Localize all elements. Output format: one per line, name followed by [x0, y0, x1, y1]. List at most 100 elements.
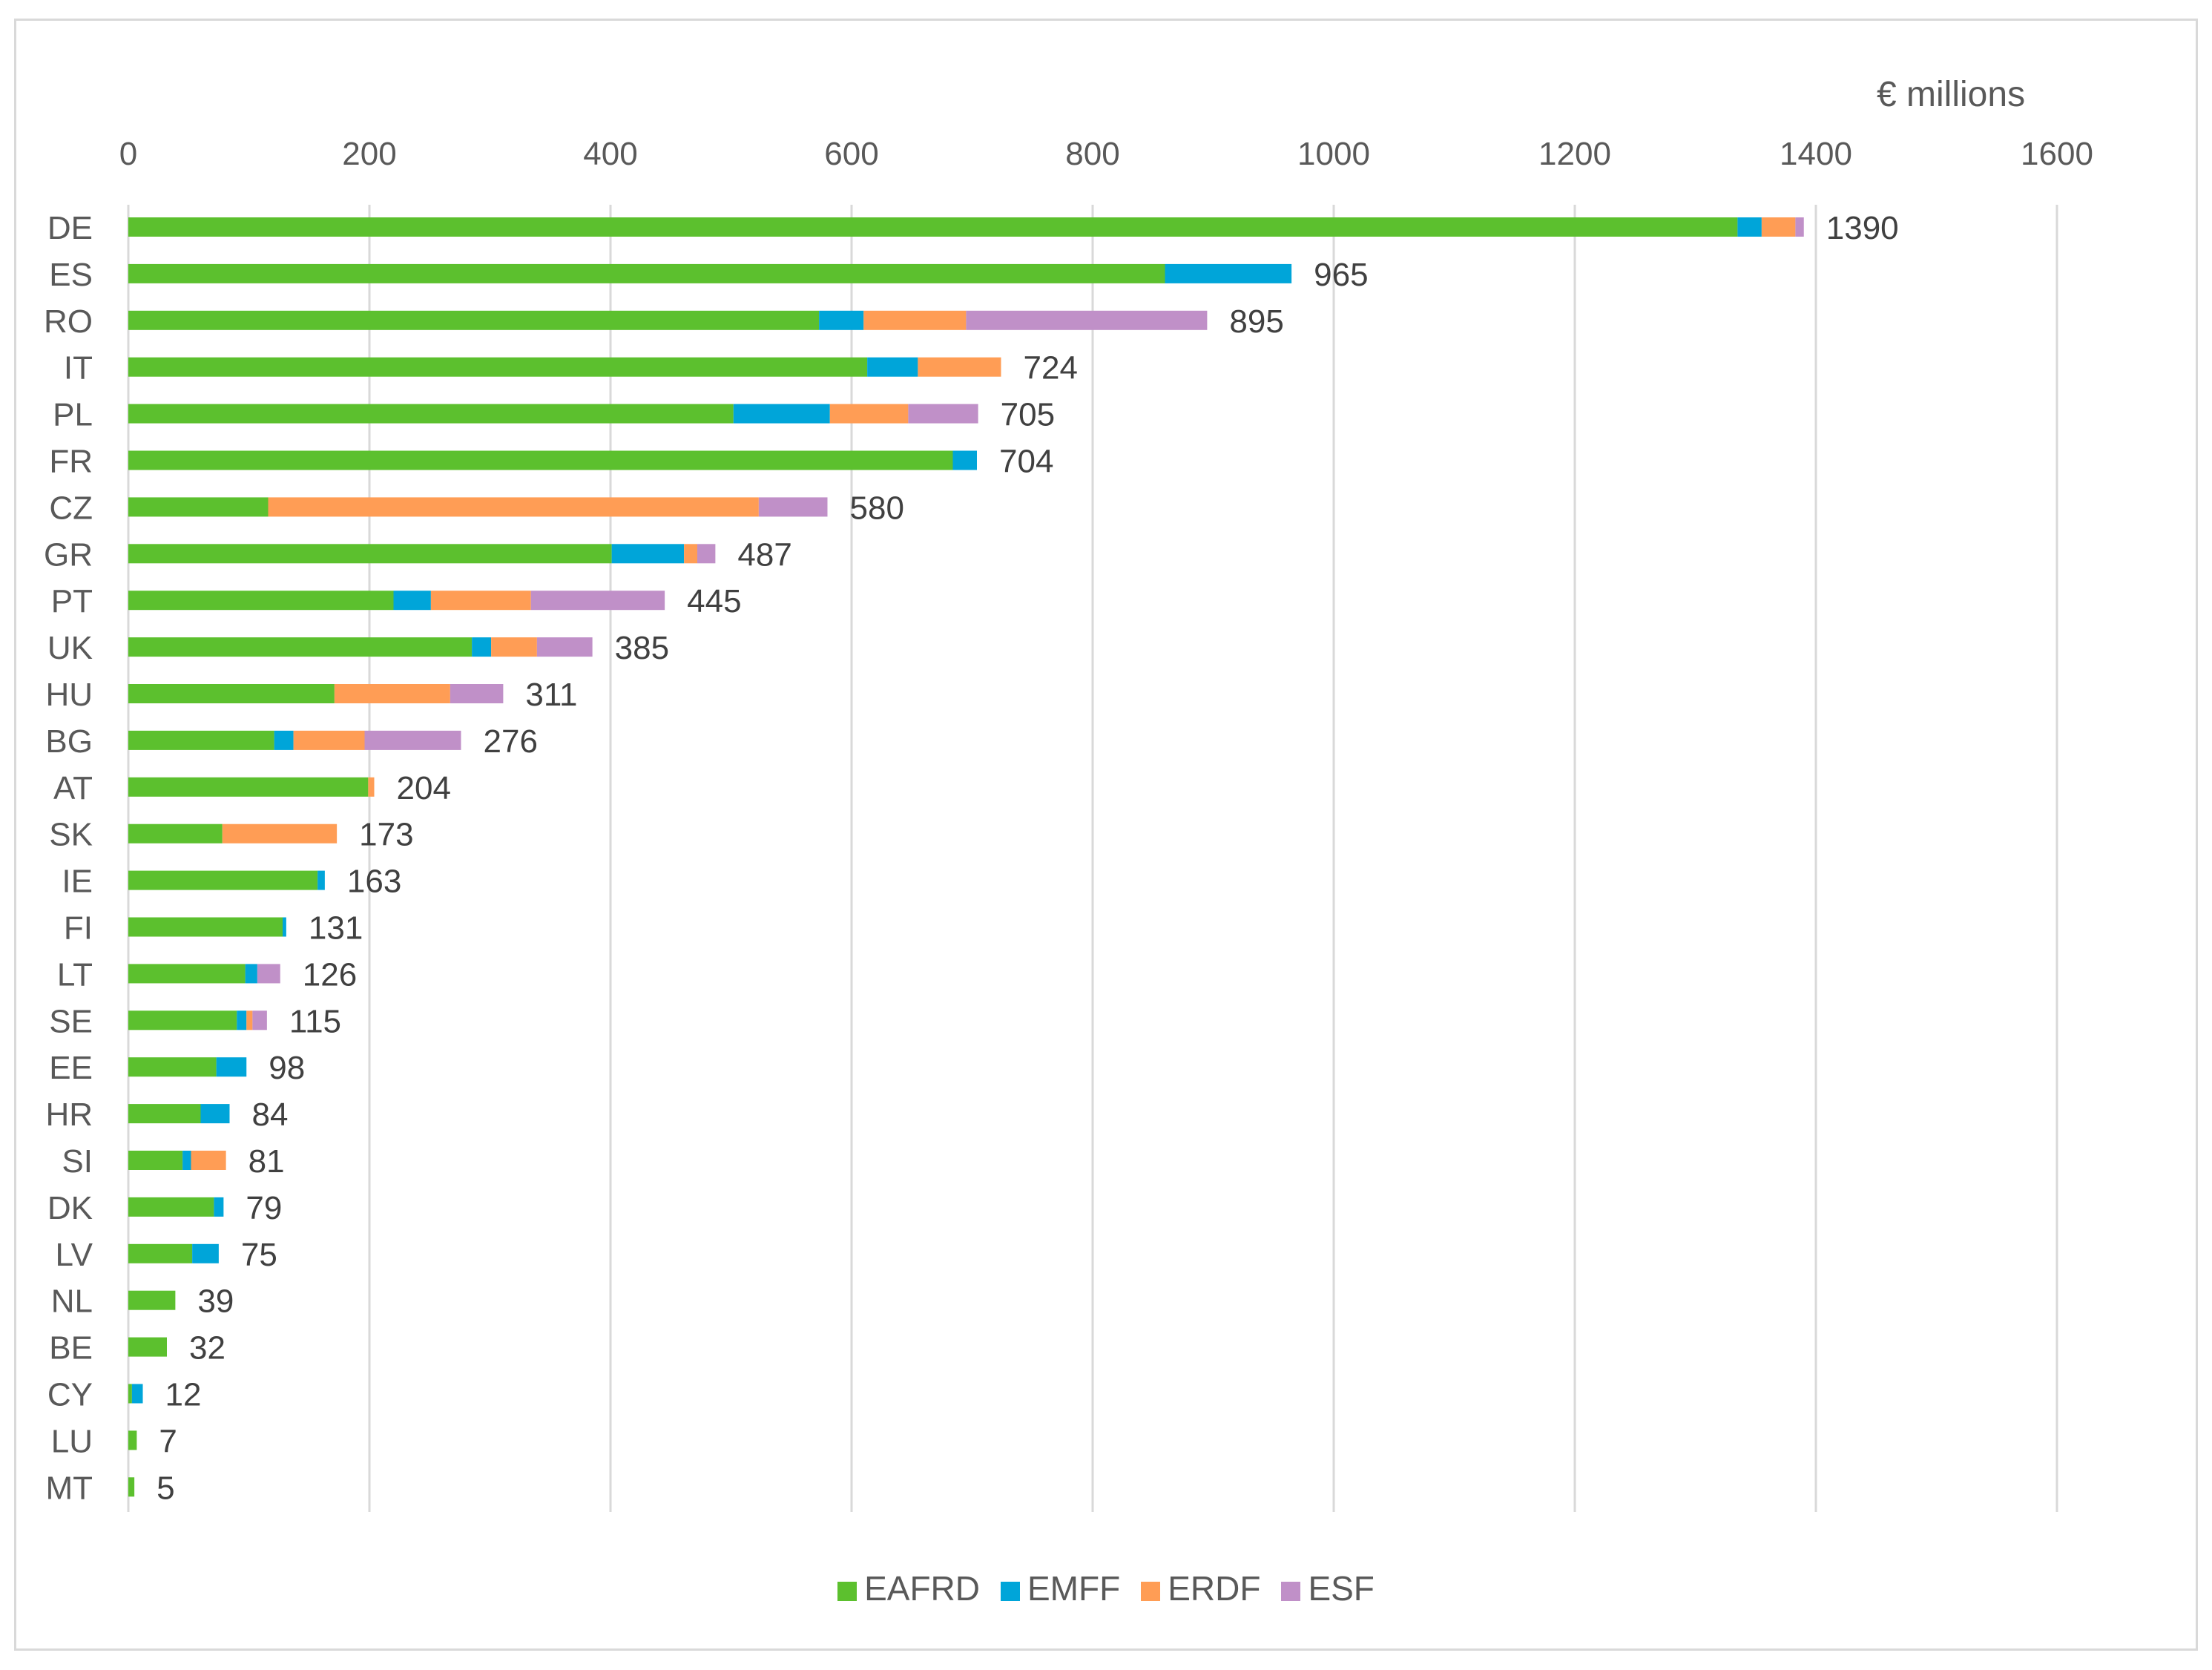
x-tick-label: 600	[824, 136, 878, 172]
bar-emff-si	[182, 1151, 191, 1170]
legend-label: EAFRD	[864, 1569, 980, 1608]
bar-eafrd-lv	[128, 1243, 193, 1263]
category-label: PT	[51, 583, 93, 619]
total-label: 704	[999, 444, 1053, 480]
total-label: 487	[737, 536, 791, 573]
total-label: 32	[189, 1330, 226, 1367]
total-label: 98	[269, 1050, 305, 1086]
bar-eafrd-es	[128, 263, 1165, 283]
bar-emff-ee	[216, 1057, 247, 1077]
category-label: HR	[45, 1097, 93, 1133]
total-label: 173	[359, 817, 413, 853]
category-label: CY	[47, 1377, 93, 1413]
bar-eafrd-bg	[128, 730, 274, 750]
bar-emff-dk	[214, 1197, 224, 1217]
bar-erdf-bg	[293, 730, 365, 750]
bar-eafrd-lt	[128, 964, 246, 984]
legend-swatch	[1281, 1582, 1301, 1601]
bar-erdf-it	[918, 357, 1001, 377]
bar-eafrd-fr	[128, 450, 953, 470]
x-tick-label: 0	[119, 136, 137, 172]
bar-emff-pl	[733, 404, 830, 424]
total-label: 5	[157, 1470, 174, 1506]
legend-swatch	[1001, 1582, 1020, 1601]
bar-esf-gr	[697, 544, 716, 564]
bar-esf-uk	[536, 637, 593, 657]
x-tick-label: 200	[342, 136, 396, 172]
total-label: 895	[1229, 303, 1283, 340]
legend-swatch	[837, 1582, 858, 1601]
total-label: 276	[484, 723, 538, 760]
category-label: AT	[53, 770, 93, 806]
bar-eafrd-at	[128, 777, 369, 797]
category-label: UK	[47, 630, 93, 666]
category-label: IT	[64, 350, 93, 387]
bar-esf-pl	[908, 404, 978, 424]
legend-label: EMFF	[1027, 1569, 1121, 1608]
bar-esf-se	[252, 1010, 267, 1030]
category-label: DK	[47, 1190, 93, 1226]
bar-emff-cy	[131, 1384, 143, 1404]
category-label: LT	[57, 956, 93, 993]
total-label: 204	[397, 770, 451, 806]
bar-emff-pt	[393, 591, 431, 611]
category-label: EE	[49, 1050, 93, 1086]
bar-eafrd-sk	[128, 824, 223, 844]
category-label: GR	[44, 536, 93, 573]
bar-eafrd-it	[128, 357, 868, 377]
bar-emff-gr	[611, 544, 685, 564]
bar-eafrd-mt	[128, 1477, 135, 1497]
bar-eafrd-pl	[128, 404, 734, 424]
bar-eafrd-ie	[128, 870, 318, 890]
bar-emff-se	[237, 1010, 247, 1030]
category-label: PL	[53, 397, 93, 433]
bar-emff-uk	[472, 637, 492, 657]
category-label: FI	[64, 910, 93, 947]
bar-emff-es	[1165, 263, 1292, 283]
bar-erdf-ro	[863, 310, 967, 330]
bar-esf-cz	[758, 497, 828, 517]
bar-erdf-uk	[491, 637, 537, 657]
category-label: HU	[45, 677, 93, 713]
bar-eafrd-nl	[128, 1290, 176, 1310]
bar-emff-hr	[200, 1104, 230, 1124]
bar-emff-it	[867, 357, 918, 377]
total-label: 965	[1314, 257, 1368, 293]
unit-label: € millions	[1877, 75, 2026, 114]
total-label: 126	[303, 956, 357, 993]
bar-emff-ie	[317, 870, 325, 890]
category-label: IE	[62, 864, 93, 900]
legend-item-eafrd: EAFRD	[837, 1568, 980, 1608]
legend-label: ESF	[1308, 1569, 1375, 1608]
total-label: 724	[1024, 350, 1078, 387]
category-label: SI	[62, 1143, 93, 1180]
legend-item-erdf: ERDF	[1141, 1568, 1260, 1608]
category-label: DE	[47, 210, 93, 246]
total-label: 79	[246, 1190, 282, 1226]
bar-erdf-gr	[684, 544, 697, 564]
bar-erdf-pt	[430, 591, 531, 611]
bar-emff-fr	[952, 450, 977, 470]
total-label: 705	[1001, 397, 1055, 433]
bar-esf-hu	[450, 684, 504, 703]
legend-item-esf: ESF	[1281, 1568, 1375, 1608]
bar-erdf-cz	[268, 497, 759, 517]
bar-emff-ro	[819, 310, 864, 330]
bar-eafrd-lu	[128, 1430, 137, 1450]
bar-eafrd-gr	[128, 544, 612, 564]
total-label: 163	[347, 864, 401, 900]
bar-emff-lv	[192, 1243, 219, 1263]
category-label: MT	[45, 1470, 93, 1506]
total-label: 131	[309, 910, 363, 947]
legend-swatch	[1141, 1582, 1161, 1601]
bar-eafrd-hu	[128, 684, 335, 703]
bar-erdf-se	[246, 1010, 253, 1030]
category-label: FR	[49, 444, 93, 480]
x-tick-label: 1200	[1538, 136, 1611, 172]
category-label: SE	[49, 1003, 93, 1039]
total-label: 81	[248, 1143, 285, 1180]
x-tick-label: 400	[583, 136, 637, 172]
legend-item-emff: EMFF	[1001, 1568, 1120, 1608]
bar-erdf-sk	[222, 824, 338, 844]
